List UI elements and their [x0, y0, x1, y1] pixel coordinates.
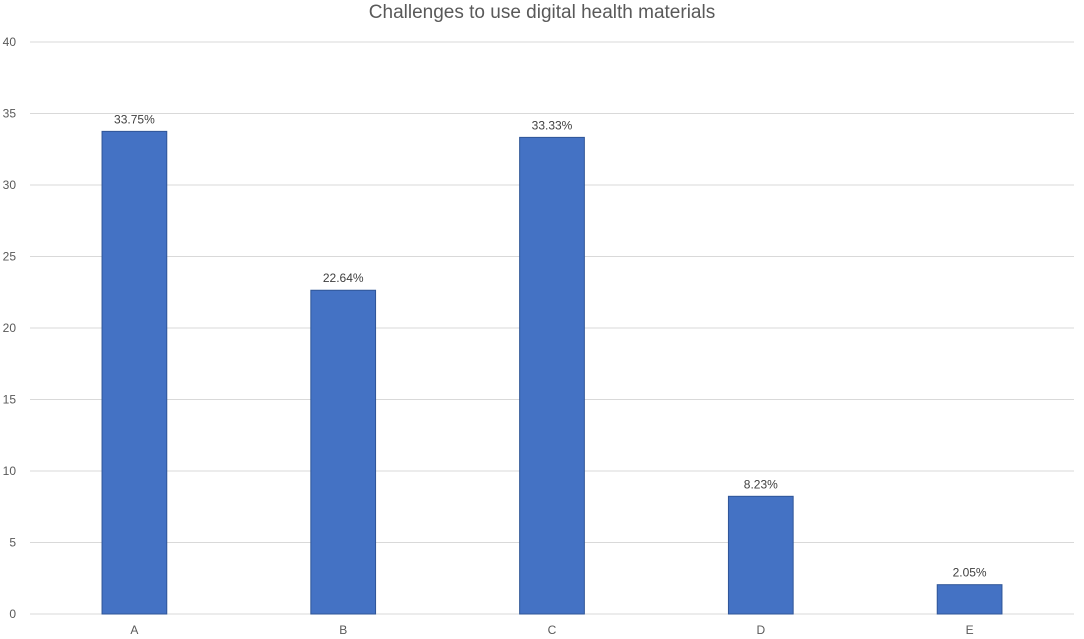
- y-tick-label-15: 15: [3, 393, 17, 407]
- data-label-C: 33.33%: [532, 118, 573, 132]
- chart-title: Challenges to use digital health materia…: [368, 2, 716, 23]
- data-label-B: 22.64%: [323, 271, 364, 285]
- y-tick-label-40: 40: [3, 35, 17, 49]
- y-tick-label-35: 35: [3, 107, 17, 121]
- bar-E: [936, 584, 1003, 615]
- y-tick-label-5: 5: [9, 536, 16, 550]
- y-tick-label-25: 25: [3, 250, 17, 264]
- bar-B: [310, 289, 377, 615]
- bar-C: [519, 136, 585, 615]
- x-tick-label-E: E: [966, 623, 974, 637]
- y-tick-label-0: 0: [9, 607, 16, 621]
- x-tick-label-B: B: [339, 623, 347, 637]
- y-tick-label-20: 20: [3, 321, 17, 335]
- x-tick-label-D: D: [756, 623, 765, 637]
- x-tick-label-A: A: [130, 623, 138, 637]
- y-tick-label-10: 10: [3, 464, 17, 478]
- bar-A: [101, 130, 168, 615]
- data-label-A: 33.75%: [114, 112, 155, 126]
- x-tick-label-C: C: [548, 623, 557, 637]
- data-label-D: 8.23%: [744, 477, 778, 491]
- y-tick-label-30: 30: [3, 178, 17, 192]
- data-label-E: 2.05%: [953, 566, 987, 580]
- bar-D: [727, 495, 794, 615]
